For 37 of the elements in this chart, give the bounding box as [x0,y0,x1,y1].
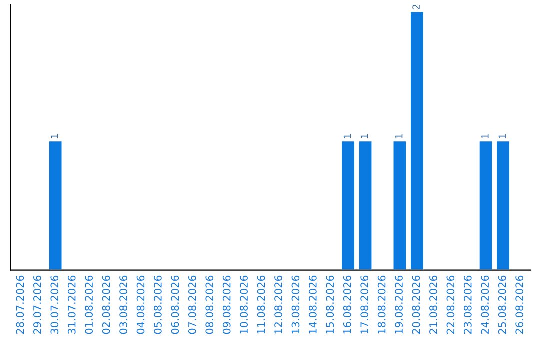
x-tick-label: 16.08.2026 [343,276,352,334]
x-tick-label: 22.08.2026 [446,276,455,334]
x-tick-label: 03.08.2026 [120,276,128,334]
data-label: 2 [412,4,420,10]
x-tick-label: 15.08.2026 [326,276,334,334]
x-tick-label: 14.08.2026 [309,276,317,334]
x-tick-label: 02.08.2026 [102,276,110,334]
x-tick-label: 30.07.2026 [50,276,59,334]
x-tick-label: 10.08.2026 [240,276,248,334]
x-tick-label: 13.08.2026 [292,276,300,334]
x-tick-label: 26.08.2026 [516,276,524,334]
x-tick-label: 08.08.2026 [206,276,214,334]
x-tick-label: 07.08.2026 [188,276,196,334]
x-tick-label: 31.07.2026 [68,276,76,334]
data-label: 1 [344,134,351,138]
x-tick-label: 21.08.2026 [430,276,438,334]
data-label: 1 [361,134,368,138]
x-tick-label: 05.08.2026 [154,276,162,334]
x-tick-label: 01.08.2026 [85,276,94,334]
x-tick-label: 29.07.2026 [33,276,42,334]
x-tick-label: 18.08.2026 [378,276,386,334]
x-tick-label: 04.08.2026 [136,276,145,334]
x-tick-label: 19.08.2026 [395,276,403,334]
data-label: 1 [498,134,506,138]
x-tick-label: 23.08.2026 [464,276,472,334]
x-tick-label: 12.08.2026 [274,276,282,334]
x-tick-label: 09.08.2026 [222,276,231,334]
data-label: 1 [51,134,58,138]
x-tick-label: 25.08.2026 [498,276,506,334]
data-label: 1 [396,134,403,138]
x-tick-label: 11.08.2026 [257,276,266,334]
data-label: 1 [482,134,489,138]
x-tick-label: 24.08.2026 [481,276,490,334]
x-tick-label: 06.08.2026 [171,276,180,334]
x-tick-label: 17.08.2026 [360,276,369,334]
x-tick-label: 20.08.2026 [412,276,420,334]
x-tick-label: 28.07.2026 [16,276,24,334]
